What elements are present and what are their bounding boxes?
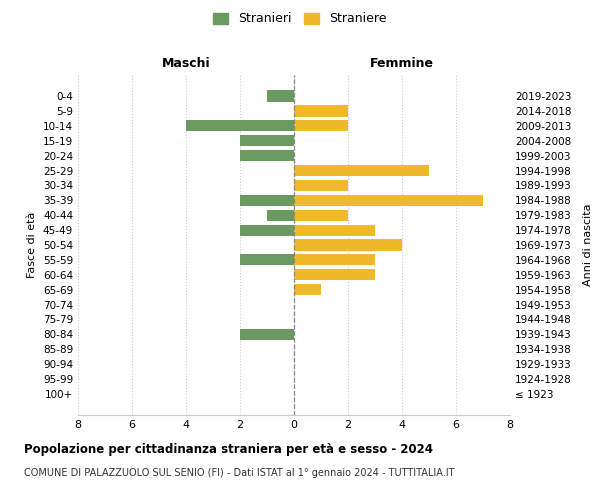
Bar [294,194,483,206]
Bar [240,254,294,266]
Bar [186,120,294,132]
Bar [294,165,429,176]
Bar [294,240,402,250]
Text: Maschi: Maschi [161,57,211,70]
Bar [240,329,294,340]
Bar [240,224,294,235]
Bar [294,210,348,221]
Bar [267,90,294,102]
Bar [240,150,294,161]
Bar [294,106,348,117]
Bar [294,180,348,191]
Bar [294,120,348,132]
Bar [240,194,294,206]
Text: Femmine: Femmine [370,57,434,70]
Bar [294,224,375,235]
Bar [240,135,294,146]
Text: Popolazione per cittadinanza straniera per età e sesso - 2024: Popolazione per cittadinanza straniera p… [24,442,433,456]
Y-axis label: Fasce di età: Fasce di età [28,212,37,278]
Bar [294,284,321,296]
Text: COMUNE DI PALAZZUOLO SUL SENIO (FI) - Dati ISTAT al 1° gennaio 2024 - TUTTITALIA: COMUNE DI PALAZZUOLO SUL SENIO (FI) - Da… [24,468,455,477]
Legend: Stranieri, Straniere: Stranieri, Straniere [209,8,391,29]
Bar [294,254,375,266]
Bar [267,210,294,221]
Bar [294,269,375,280]
Y-axis label: Anni di nascita: Anni di nascita [583,204,593,286]
